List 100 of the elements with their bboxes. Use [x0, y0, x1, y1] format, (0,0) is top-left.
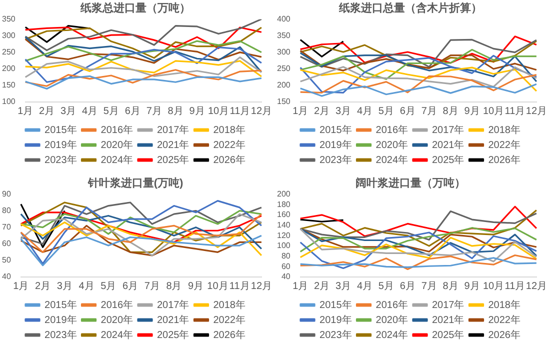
x-tick-label: 10月 [482, 106, 504, 117]
legend-label: 2016年 [100, 124, 134, 136]
legend-label: 2022年 [213, 138, 246, 151]
x-tick-label: 2月 [34, 280, 51, 292]
legend-label: 2024年 [100, 154, 134, 166]
legend-label: 2023年 [44, 328, 77, 341]
y-tick-label: 300 [2, 30, 16, 40]
x-tick-label: 6月 [124, 106, 140, 117]
x-tick-label: 9月 [189, 106, 205, 117]
y-tick-label: 250 [276, 64, 291, 74]
legend-label: 2016年 [376, 124, 408, 136]
x-tick-label: 6月 [400, 280, 416, 292]
x-tick-label: 9月 [464, 280, 480, 292]
y-tick-label: 150 [2, 80, 16, 90]
x-tick-label: 6月 [122, 280, 138, 292]
legend-label: 2015年 [44, 124, 77, 136]
x-tick-label: 9月 [464, 106, 480, 117]
legend-label: 2021年 [157, 314, 190, 326]
x-tick-label: 11月 [504, 106, 526, 117]
y-tick-label: 200 [276, 80, 291, 90]
legend-label: 2023年 [320, 328, 352, 341]
y-tick-label: 70 [2, 222, 12, 232]
y-tick-label: 60 [2, 239, 12, 248]
x-tick-label: 11月 [504, 280, 526, 292]
legend-label: 2019年 [320, 314, 352, 326]
legend-label: 2018年 [488, 298, 520, 311]
x-tick-label: 7月 [421, 106, 437, 117]
x-tick-label: 7月 [146, 106, 162, 117]
y-tick-label: 50 [2, 256, 12, 265]
legend-label: 2024年 [376, 328, 408, 341]
legend-label: 2016年 [376, 298, 408, 311]
y-tick-label: 150 [276, 97, 291, 106]
x-tick-label: 5月 [103, 106, 119, 117]
legend-label: 2019年 [320, 138, 352, 151]
y-tick-label: 350 [2, 14, 16, 24]
x-tick-label: 8月 [442, 106, 458, 117]
legend-label: 2020年 [376, 314, 408, 326]
legend-label: 2026年 [213, 154, 246, 166]
x-tick-label: 3月 [56, 280, 72, 292]
legend-label: 2022年 [488, 314, 520, 326]
x-tick-label: 12月 [526, 106, 547, 117]
x-tick-label: 7月 [144, 280, 160, 292]
legend-label: 2020年 [100, 314, 134, 326]
legend-label: 2015年 [320, 298, 352, 311]
x-tick-label: 8月 [166, 280, 182, 292]
legend-label: 2020年 [376, 138, 408, 151]
legend-label: 2016年 [100, 298, 134, 311]
chart-title: 纸浆进口总量（含木片折算） [338, 2, 482, 15]
legend-label: 2015年 [320, 124, 352, 136]
x-tick-label: 5月 [378, 280, 394, 292]
legend-label: 2026年 [213, 328, 246, 341]
x-tick-label: 2月 [314, 280, 330, 292]
y-tick-label: 400 [276, 14, 291, 24]
x-tick-label: 4月 [78, 280, 94, 292]
x-tick-label: 12月 [250, 106, 272, 117]
legend-label: 2024年 [376, 154, 408, 166]
legend-label: 2025年 [157, 154, 190, 166]
x-tick-label: 3月 [335, 280, 352, 292]
x-tick-label: 2月 [39, 106, 55, 117]
x-tick-label: 10月 [482, 280, 504, 292]
x-tick-label: 7月 [421, 280, 437, 292]
y-tick-label: 100 [276, 241, 291, 250]
legend-label: 2022年 [213, 314, 246, 326]
legend-label: 2025年 [157, 328, 190, 341]
x-tick-label: 8月 [168, 106, 184, 117]
y-tick-label: 100 [2, 97, 16, 106]
chart-title: 纸浆总进口量（万吨） [80, 2, 190, 15]
chart-title: 针叶浆进口量(万吨) [86, 176, 184, 190]
x-tick-label: 1月 [18, 106, 34, 117]
legend-label: 2025年 [432, 328, 464, 341]
legend-label: 2026年 [488, 154, 520, 166]
y-tick-label: 40 [281, 272, 291, 282]
legend-label: 2022年 [488, 138, 520, 151]
legend-label: 2017年 [432, 298, 464, 311]
x-tick-label: 6月 [400, 106, 416, 117]
y-tick-label: 250 [2, 48, 16, 57]
x-tick-label: 2月 [314, 106, 330, 117]
y-tick-label: 200 [276, 189, 291, 198]
y-tick-label: 300 [276, 48, 291, 57]
x-tick-label: 8月 [442, 280, 458, 292]
y-tick-label: 40 [2, 272, 12, 282]
chart-title: 阔叶浆进口量（万吨） [356, 176, 466, 190]
y-tick-label: 80 [2, 206, 12, 215]
y-tick-label: 80 [281, 252, 291, 261]
y-tick-label: 60 [281, 262, 291, 271]
legend-label: 2023年 [320, 154, 352, 166]
x-tick-label: 4月 [356, 280, 373, 292]
legend-label: 2018年 [213, 298, 246, 311]
y-tick-label: 140 [276, 220, 291, 230]
legend-label: 2018年 [488, 124, 520, 136]
legend-label: 2026年 [488, 328, 520, 341]
x-tick-label: 4月 [82, 106, 98, 117]
legend-label: 2017年 [157, 124, 190, 136]
x-tick-label: 3月 [60, 106, 76, 117]
x-tick-label: 11月 [230, 106, 250, 117]
legend-label: 2019年 [44, 138, 77, 151]
x-tick-label: 10月 [208, 106, 230, 117]
x-tick-label: 1月 [292, 106, 308, 117]
y-tick-label: 120 [276, 230, 291, 240]
legend-label: 2017年 [157, 298, 190, 311]
